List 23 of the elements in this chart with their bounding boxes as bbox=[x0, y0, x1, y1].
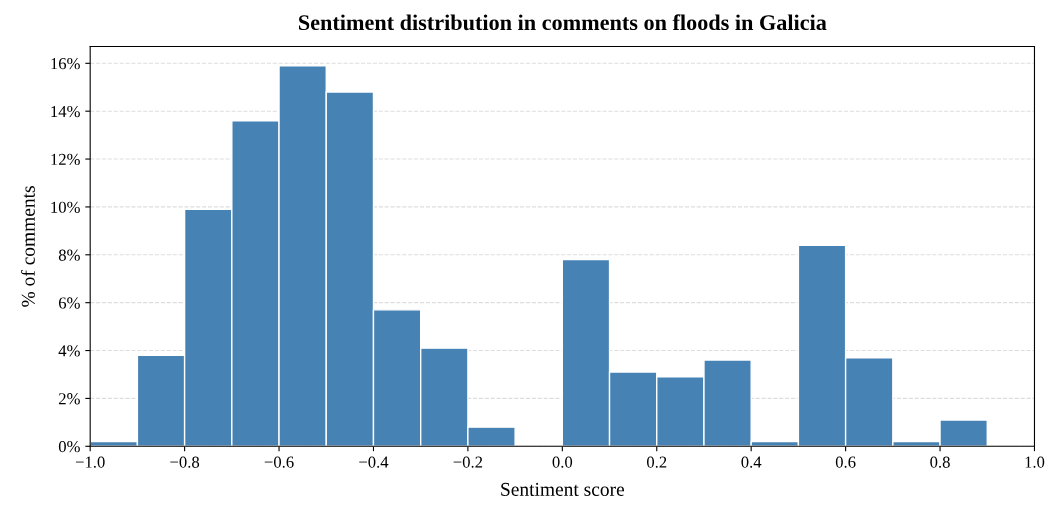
y-tick-label: 16% bbox=[51, 58, 80, 70]
x-tick-label: 0.4 bbox=[741, 456, 762, 468]
x-tick-label: −0.6 bbox=[264, 456, 294, 468]
y-tick-label: 14% bbox=[51, 105, 80, 118]
x-tick-label: −1.0 bbox=[75, 456, 105, 468]
y-tick-label: 2% bbox=[58, 393, 80, 405]
x-tick-label: −0.2 bbox=[453, 456, 483, 468]
y-tick-label: 8% bbox=[58, 249, 80, 261]
x-tick-label: 0.0 bbox=[552, 456, 573, 468]
y-tick-label: 0% bbox=[58, 440, 80, 453]
y-tick-label: 12% bbox=[51, 153, 80, 166]
y-tick-label: 6% bbox=[58, 297, 80, 309]
y-axis-title: % of comments bbox=[20, 186, 35, 307]
x-tick-label: −0.4 bbox=[359, 456, 389, 468]
x-tick-label: 1.0 bbox=[1025, 456, 1045, 468]
x-tick-label: 0.8 bbox=[930, 456, 950, 468]
y-tick-label: 4% bbox=[58, 345, 80, 357]
x-tick-label: 0.6 bbox=[835, 456, 856, 468]
y-tick-label: 10% bbox=[51, 201, 80, 213]
x-tick-label: 0.2 bbox=[646, 456, 667, 468]
chart-title: Sentiment distribution in comments on floods in Galicia bbox=[298, 14, 827, 31]
x-axis-title: Sentiment score bbox=[501, 482, 625, 496]
x-tick-label: −0.8 bbox=[170, 456, 200, 468]
